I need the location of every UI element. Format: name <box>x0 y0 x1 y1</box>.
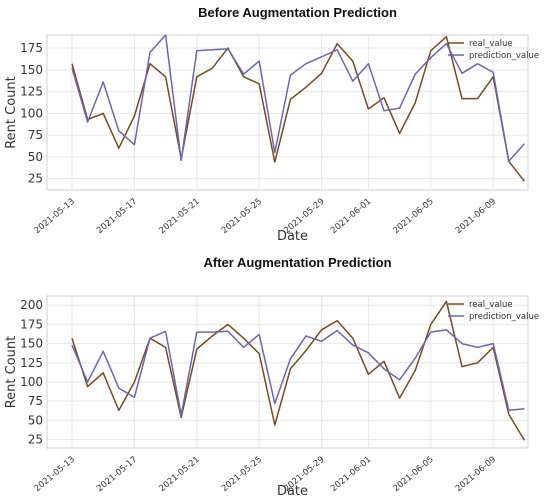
y-tick-label: 50 <box>28 413 43 427</box>
x-tick-label: 2021-05-21 <box>157 455 201 494</box>
x-tick-label: 2021-06-05 <box>391 455 435 494</box>
y-tick-label: 100 <box>20 106 43 120</box>
y-tick-label: 175 <box>20 41 43 55</box>
x-tick-label: 2021-05-13 <box>33 455 77 494</box>
x-axis-label: Date <box>277 229 308 244</box>
series-line-prediction-value <box>71 329 525 416</box>
y-axis-label: Rent Count <box>4 336 19 409</box>
series-line-prediction-value <box>71 34 525 163</box>
x-tick-label: 2021-06-09 <box>454 455 498 494</box>
y-tick-label: 125 <box>20 356 43 370</box>
legend-label: real_value <box>469 39 513 49</box>
after-augmentation-chart: After Augmentation Prediction 25 50 75 100 12… <box>4 255 539 499</box>
x-axis-label: Date <box>277 484 308 499</box>
y-tick-label: 75 <box>28 394 43 408</box>
x-tick-label: 2021-05-25 <box>220 197 264 236</box>
x-tick-label: 2021-05-17 <box>95 197 139 236</box>
legend-label: prediction_value <box>469 312 539 322</box>
before-augmentation-chart: Before Augmentation Prediction 25 50 75 100 1… <box>4 5 539 244</box>
chart-title: Before Augmentation Prediction <box>198 5 397 20</box>
y-tick-label: 150 <box>20 337 43 351</box>
y-tick-label: 75 <box>28 128 43 142</box>
y-tick-label: 50 <box>28 150 43 164</box>
legend-label: prediction_value <box>469 51 539 61</box>
x-tick-label: 2021-06-09 <box>454 197 498 236</box>
y-tick-label: 175 <box>20 317 43 331</box>
chart-title: After Augmentation Prediction <box>203 255 391 270</box>
y-tick-label: 200 <box>20 298 43 312</box>
x-tick-label: 2021-06-05 <box>391 197 435 236</box>
plot-area <box>46 295 529 449</box>
x-tick-label: 2021-06-01 <box>329 455 373 494</box>
y-tick-label: 125 <box>20 85 43 99</box>
y-tick-label: 150 <box>20 63 43 77</box>
legend-label: real_value <box>469 300 513 310</box>
y-tick-label: 25 <box>28 433 43 447</box>
x-tick-label: 2021-05-21 <box>157 197 201 236</box>
y-tick-label: 100 <box>20 375 43 389</box>
x-tick-label: 2021-05-25 <box>220 455 264 494</box>
y-tick-label: 25 <box>28 172 43 186</box>
x-tick-label: 2021-05-13 <box>33 197 77 236</box>
x-tick-label: 2021-06-01 <box>329 197 373 236</box>
x-tick-label: 2021-05-17 <box>95 455 139 494</box>
y-axis-label: Rent Count <box>4 76 19 149</box>
series-line-real-value <box>71 35 525 182</box>
